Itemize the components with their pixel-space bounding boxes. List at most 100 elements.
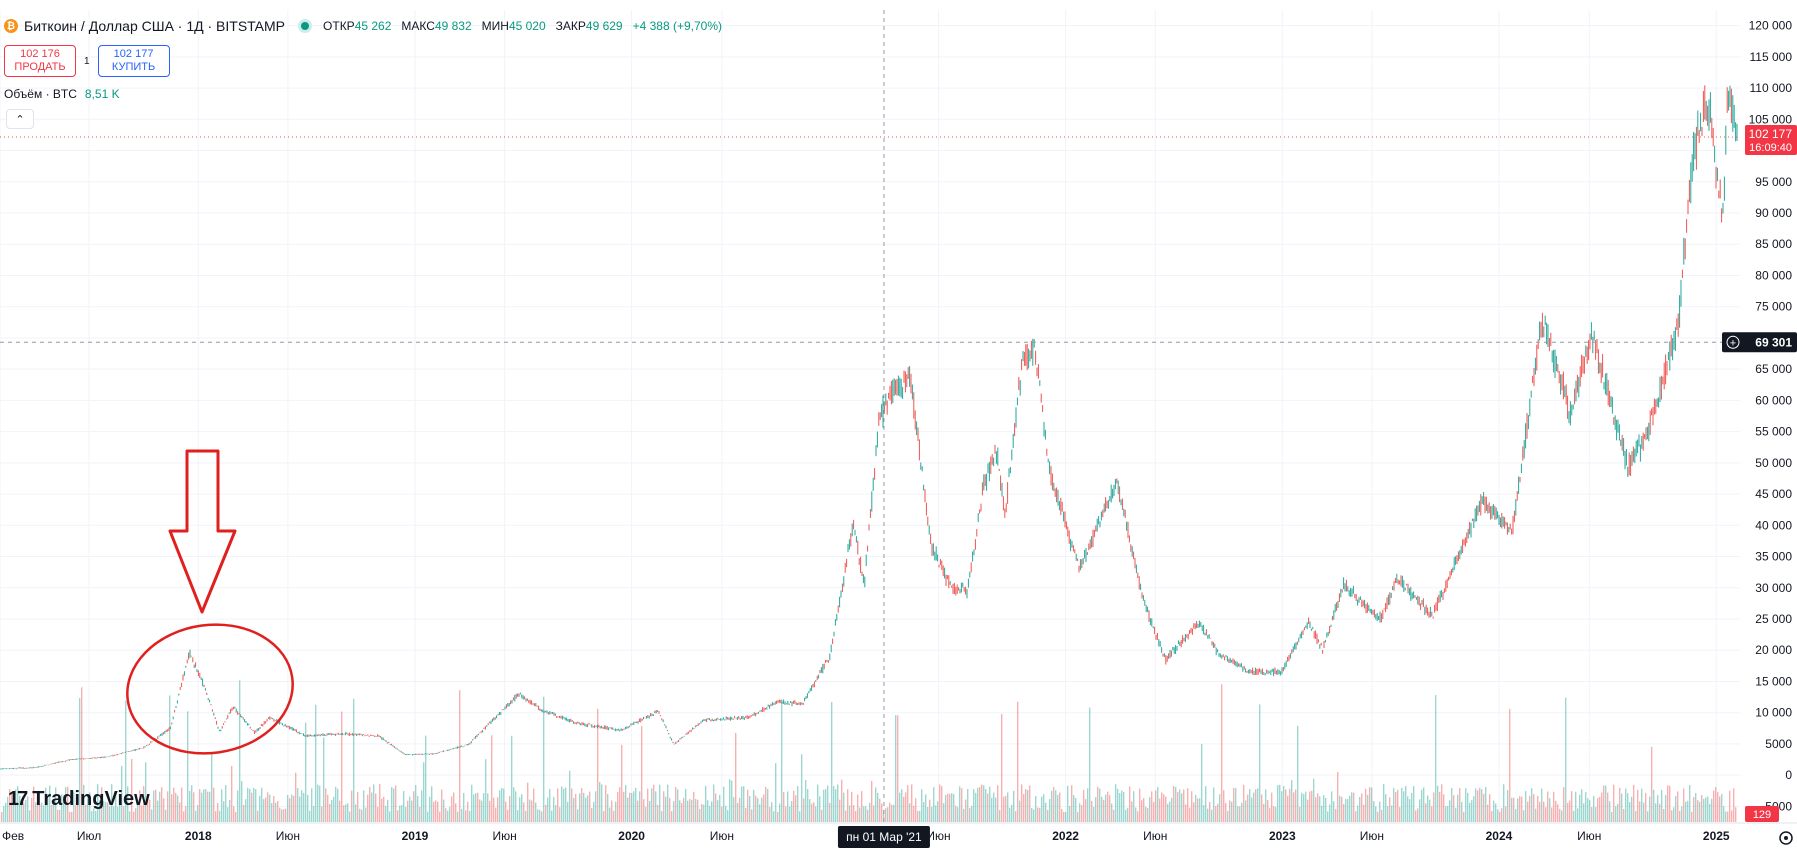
volume-bar [591,808,593,822]
volume-bar [181,787,183,822]
volume-bar [285,808,287,822]
collapse-legend-button[interactable]: ⌃ [6,109,34,129]
volume-bar [595,791,597,822]
x-tick-label: Июн [1143,829,1167,843]
volume-bar [633,791,635,822]
volume-bar [949,793,951,822]
buy-button[interactable]: 102 177 КУПИТЬ [97,45,170,77]
volume-bar [1277,785,1279,822]
volume-bar [1397,789,1399,822]
volume-bar [1465,788,1467,822]
volume-bar [1425,803,1427,822]
volume-bar [1489,794,1491,822]
volume-bar [277,801,279,822]
volume-bar [1265,789,1267,822]
volume-bar [1365,788,1367,822]
volume-bar [1683,788,1685,822]
volume-badge-label: 129 [1753,809,1771,821]
volume-bar [1521,796,1523,822]
volume-bar [839,799,841,822]
volume-bar [1091,800,1093,822]
volume-bar [1631,796,1633,822]
volume-bar [1351,792,1353,822]
volume-bar [1623,808,1625,822]
volume-bar [1031,808,1033,822]
volume-bar [831,702,833,822]
volume-bar [1379,801,1381,822]
volume-bar [1071,785,1073,822]
volume-bar [499,790,501,822]
volume-bar [681,803,683,822]
symbol-title[interactable]: Биткоин / Доллар США · 1Д · BITSTAMP [24,18,286,34]
volume-value: 8,51 K [84,87,120,101]
crosshair-price-label: 69 301 [1755,335,1792,349]
volume-bar [1285,789,1287,822]
volume-bar [533,788,535,822]
volume-bar [259,795,261,822]
volume-bar [233,806,235,822]
volume-bar [471,784,473,822]
volume-bar [929,799,931,822]
volume-bar [43,805,45,822]
volume-bar [957,807,959,822]
volume-legend: Объём · BTC 8,51 K [4,87,120,101]
volume-bar [1497,809,1499,822]
volume-bar [601,784,603,822]
volume-bar [1407,796,1409,822]
volume-bar [999,809,1001,822]
volume-bar [963,808,965,822]
volume-bar [441,789,443,822]
time-axis[interactable]: Фев Июл 2018 Июн 2019 Июн 2020 Июн Июн 2022 Июн 202… [0,822,1797,843]
x-tick-label: Июн [276,829,300,843]
volume-bar [1621,793,1623,822]
volume-bar [1161,792,1163,822]
volume-bar [363,790,365,822]
volume-bar [329,803,331,822]
volume-bar [487,793,489,822]
y-tick-label: 115 000 [1750,50,1793,64]
volume-bar [1361,793,1363,822]
volume-bar [31,797,33,822]
volume-bar [1385,794,1387,822]
volume-bar [227,807,229,822]
volume-label[interactable]: Объём · BTC [4,87,77,101]
volume-bar [1557,804,1559,822]
volume-bar [989,786,991,822]
volume-bar [975,792,977,822]
volume-bar [1575,791,1577,822]
volume-bar [579,793,581,822]
volume-bar [1149,797,1151,822]
volume-bar [961,788,963,822]
volume-bar [175,792,177,822]
volume-bar [327,794,329,822]
volume-bar [1387,806,1389,822]
volume-bar [739,797,741,822]
tradingview-logo[interactable]: 17 TradingView [8,788,150,811]
volume-bar [311,788,313,822]
volume-bar [241,781,243,822]
sell-button[interactable]: 102 176 ПРОДАТЬ [4,45,76,77]
volume-bar [593,801,595,822]
volume-bar [621,744,623,822]
volume-bar [779,803,781,822]
volume-bar [481,800,483,822]
volume-bar [1439,791,1441,822]
volume-bar [1663,809,1665,822]
volume-bar [1665,794,1667,822]
volume-bar [983,785,985,822]
volume-bar [1453,795,1455,822]
volume-bar [1587,798,1589,822]
volume-bar [1105,794,1107,822]
volume-bar [905,792,907,822]
volume-bar [1317,793,1319,822]
volume-bar [365,807,367,822]
volume-bar [1125,809,1127,822]
volume-bar [1673,807,1675,822]
volume-bar [547,797,549,822]
crosshair-date-badge [837,826,930,848]
volume-bar [1637,789,1639,822]
volume-bar [1535,808,1537,822]
countdown-label: 16:09:40 [1749,142,1792,154]
